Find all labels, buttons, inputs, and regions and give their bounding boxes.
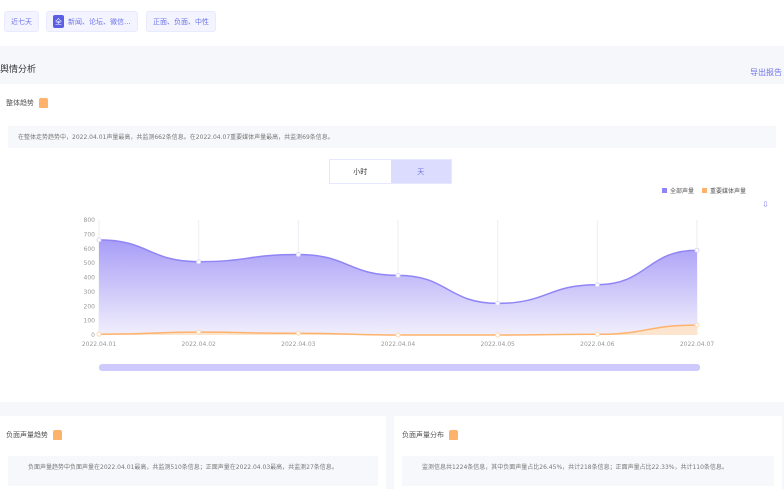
x-tick-label: 2022.04.04: [381, 341, 416, 348]
source-badge: 全: [53, 15, 64, 28]
time-filter-label: 近七天: [11, 17, 32, 26]
series-area: [99, 325, 697, 335]
y-tick-label: 0: [91, 332, 95, 339]
export-report-link[interactable]: 导出报告: [750, 68, 782, 77]
hot-icon: [449, 430, 458, 440]
trend-card: 整体趋势 在整体走势趋势中，2022.04.01声量最高，共监测662条信息。在…: [0, 84, 784, 402]
filter-bar: 近七天 全新闻、论坛、微信... 正面、负面、中性: [0, 0, 784, 46]
chart-legend: 全部声量 重要媒体声量: [661, 186, 746, 195]
legend-all-swatch: [661, 188, 667, 193]
time-filter[interactable]: 近七天: [4, 11, 39, 32]
legend-media[interactable]: 重要媒体声量: [701, 186, 746, 195]
x-tick-label: 2022.04.06: [580, 341, 615, 348]
negative-dist-title: 负面声量分布: [402, 430, 458, 440]
y-tick-label: 700: [84, 231, 96, 238]
series-area: [99, 239, 697, 335]
data-point[interactable]: [495, 300, 501, 306]
sentiment-filter[interactable]: 正面、负面、中性: [146, 11, 216, 32]
data-point[interactable]: [295, 330, 301, 336]
data-point[interactable]: [694, 247, 700, 253]
negative-dist-summary: 监测信息共1224条信息，其中负面声量占比26.45%，共计218条信息；正面声…: [402, 456, 774, 486]
y-tick-label: 200: [84, 303, 96, 310]
y-tick-label: 100: [84, 318, 96, 325]
data-point[interactable]: [96, 237, 102, 243]
granularity-toggle: 小时 天: [329, 159, 452, 184]
source-filter[interactable]: 全新闻、论坛、微信...: [46, 11, 138, 32]
data-point[interactable]: [594, 282, 600, 288]
section-title: 舆情分析: [0, 65, 37, 75]
negative-trend-title: 负面声量趋势: [6, 430, 62, 440]
x-tick-label: 2022.04.07: [680, 341, 715, 348]
y-tick-label: 500: [84, 260, 96, 267]
data-point[interactable]: [395, 332, 401, 338]
data-point[interactable]: [96, 331, 102, 337]
negative-dist-card: 负面声量分布 监测信息共1224条信息，其中负面声量占比26.45%，共计218…: [394, 416, 782, 489]
negative-trend-title-text: 负面声量趋势: [6, 431, 48, 439]
toggle-day[interactable]: 天: [390, 160, 451, 183]
hot-icon: [53, 430, 62, 440]
x-tick-label: 2022.04.05: [480, 341, 515, 348]
y-tick-label: 600: [84, 246, 96, 253]
data-point[interactable]: [196, 259, 202, 265]
legend-all[interactable]: 全部声量: [661, 186, 694, 195]
zoom-slider[interactable]: [99, 364, 700, 371]
legend-media-label: 重要媒体声量: [709, 188, 746, 195]
source-filter-label: 新闻、论坛、微信...: [68, 17, 131, 26]
data-point[interactable]: [594, 331, 600, 337]
data-point[interactable]: [196, 329, 202, 335]
download-icon[interactable]: ⇩: [762, 200, 769, 209]
data-point[interactable]: [395, 272, 401, 278]
negative-trend-summary: 负面声量趋势中负面声量在2022.04.01最高，共监测510条信息；正面声量在…: [8, 456, 378, 486]
data-point[interactable]: [295, 252, 301, 257]
hot-icon: [39, 98, 48, 108]
trend-title-text: 整体趋势: [6, 99, 34, 107]
toggle-hour[interactable]: 小时: [353, 167, 368, 176]
y-tick-label: 800: [84, 217, 96, 224]
y-tick-label: 400: [84, 275, 96, 282]
negative-trend-card: 负面声量趋势 负面声量趋势中负面声量在2022.04.01最高，共监测510条信…: [0, 416, 386, 489]
data-point[interactable]: [694, 322, 700, 328]
negative-dist-title-text: 负面声量分布: [402, 431, 444, 439]
data-point[interactable]: [495, 332, 501, 338]
x-tick-label: 2022.04.01: [82, 341, 117, 348]
legend-all-label: 全部声量: [669, 188, 694, 195]
trend-title: 整体趋势: [6, 98, 48, 108]
sentiment-filter-label: 正面、负面、中性: [153, 17, 209, 26]
legend-media-swatch: [701, 188, 707, 193]
trend-chart: 2022.04.01 2022.04.02 2022.04.03 2022.04.04…: [82, 217, 715, 371]
x-tick-label: 2022.04.02: [181, 341, 216, 348]
x-tick-label: 2022.04.03: [281, 341, 316, 348]
trend-summary: 在整体走势趋势中，2022.04.01声量最高，共监测662条信息。在2022.…: [8, 126, 776, 148]
y-tick-label: 300: [84, 289, 96, 296]
